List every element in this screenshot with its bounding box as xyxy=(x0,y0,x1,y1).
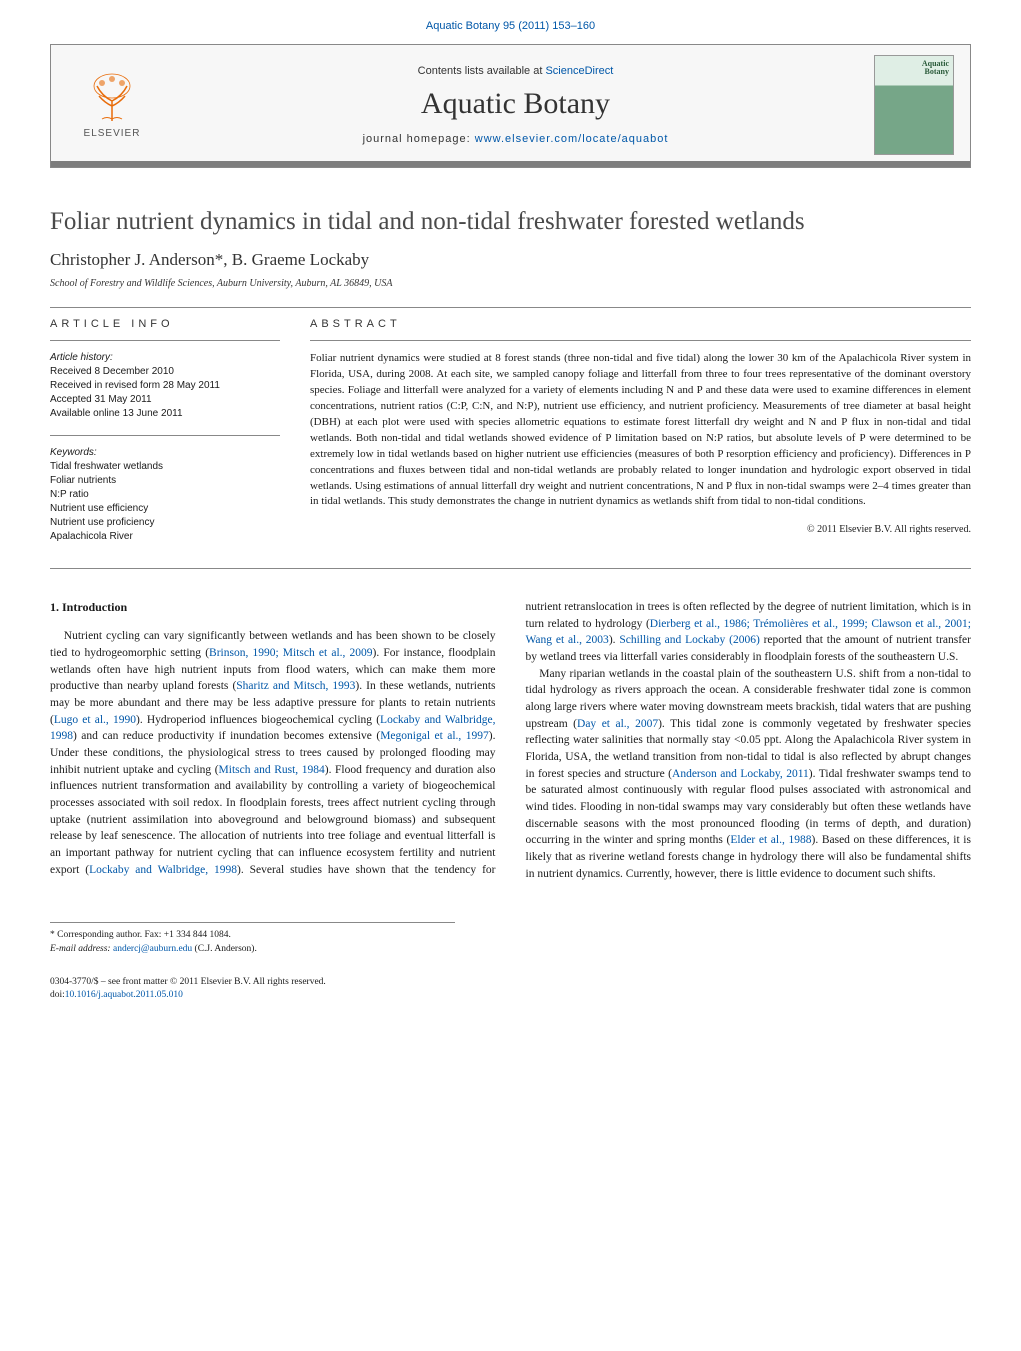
journal-homepage-link[interactable]: www.elsevier.com/locate/aquabot xyxy=(475,133,669,145)
header-bottom-rule xyxy=(51,161,970,167)
history-line: Accepted 31 May 2011 xyxy=(50,393,280,407)
contents-prefix: Contents lists available at xyxy=(418,65,546,77)
doi-link[interactable]: 10.1016/j.aquabot.2011.05.010 xyxy=(65,990,183,1000)
citation-link[interactable]: Day et al., 2007 xyxy=(577,718,658,730)
journal-name: Aquatic Botany xyxy=(157,87,874,121)
info-divider xyxy=(50,340,280,341)
citation-link[interactable]: Schilling and Lockaby (2006) xyxy=(619,634,759,646)
abstract-divider xyxy=(310,340,971,341)
affiliation: School of Forestry and Wildlife Sciences… xyxy=(50,278,971,289)
citation-link[interactable]: Sharitz and Mitsch, 1993 xyxy=(236,680,355,692)
elsevier-logo: ELSEVIER xyxy=(67,60,157,150)
divider-bottom xyxy=(50,568,971,569)
copyright-line: © 2011 Elsevier B.V. All rights reserved… xyxy=(310,524,971,535)
doi-prefix: doi: xyxy=(50,990,65,1000)
keyword: Tidal freshwater wetlands xyxy=(50,460,280,474)
abstract-label: abstract xyxy=(310,318,971,330)
citation-link[interactable]: Megonigal et al., 1997 xyxy=(380,730,489,742)
history-line: Received 8 December 2010 xyxy=(50,365,280,379)
keywords-heading: Keywords: xyxy=(50,446,280,460)
footer: 0304-3770/$ – see front matter © 2011 El… xyxy=(50,976,971,1003)
elsevier-text: ELSEVIER xyxy=(84,128,141,139)
cover-label-2: Botany xyxy=(925,68,949,76)
text-run: ). Hydroperiod influences biogeochemical… xyxy=(136,714,380,726)
citation-link[interactable]: Brinson, 1990; Mitsch et al., 2009 xyxy=(209,647,373,659)
body-columns: 1. Introduction Nutrient cycling can var… xyxy=(50,599,971,882)
article-info-label: article info xyxy=(50,318,280,330)
divider-top xyxy=(50,307,971,308)
meta-abstract-row: article info Article history: Received 8… xyxy=(50,318,971,558)
citation-link[interactable]: Mitsch and Rust, 1984 xyxy=(219,764,325,776)
email-label: E-mail address: xyxy=(50,944,113,954)
citation-link[interactable]: Lugo et al., 1990 xyxy=(54,714,136,726)
elsevier-tree-icon xyxy=(77,71,147,126)
keyword: Foliar nutrients xyxy=(50,474,280,488)
abstract-column: abstract Foliar nutrient dynamics were s… xyxy=(310,318,971,558)
citation-link[interactable]: Lockaby and Walbridge, 1998 xyxy=(89,864,237,876)
doi-line: doi:10.1016/j.aquabot.2011.05.010 xyxy=(50,989,971,1002)
email-link[interactable]: andercj@auburn.edu xyxy=(113,944,192,954)
email-suffix: (C.J. Anderson). xyxy=(192,944,257,954)
text-run: ) and can reduce productivity if inundat… xyxy=(73,730,380,742)
keyword: Nutrient use efficiency xyxy=(50,502,280,516)
history-line: Available online 13 June 2011 xyxy=(50,407,280,421)
history-line: Received in revised form 28 May 2011 xyxy=(50,379,280,393)
homepage-prefix: journal homepage: xyxy=(363,133,475,145)
authors: Christopher J. Anderson*, B. Graeme Lock… xyxy=(50,250,971,270)
journal-cover-thumbnail: Aquatic Botany xyxy=(874,55,954,155)
citation-link[interactable]: Elder et al., 1988 xyxy=(730,834,811,846)
keyword: N:P ratio xyxy=(50,488,280,502)
corresponding-author: * Corresponding author. Fax: +1 334 844 … xyxy=(50,929,455,942)
text-run: ). Flood frequency and duration also inf… xyxy=(50,764,496,876)
keyword: Apalachicola River xyxy=(50,530,280,544)
journal-header-bar: ELSEVIER Contents lists available at Sci… xyxy=(50,44,971,168)
sciencedirect-link[interactable]: ScienceDirect xyxy=(545,65,613,77)
text-run: ). xyxy=(609,634,620,646)
article-title: Foliar nutrient dynamics in tidal and no… xyxy=(50,208,971,236)
journal-homepage-line: journal homepage: www.elsevier.com/locat… xyxy=(157,133,874,145)
abstract-text: Foliar nutrient dynamics were studied at… xyxy=(310,351,971,510)
keywords-divider xyxy=(50,435,280,436)
history-heading: Article history: xyxy=(50,351,280,365)
intro-paragraph-2: Many riparian wetlands in the coastal pl… xyxy=(526,666,972,883)
citation-link[interactable]: Anderson and Lockaby, 2011 xyxy=(672,768,809,780)
email-line: E-mail address: andercj@auburn.edu (C.J.… xyxy=(50,943,455,956)
footnotes: * Corresponding author. Fax: +1 334 844 … xyxy=(50,922,455,956)
article-history-block: Article history: Received 8 December 201… xyxy=(50,351,280,421)
journal-reference: Aquatic Botany 95 (2011) 153–160 xyxy=(50,20,971,32)
issn-line: 0304-3770/$ – see front matter © 2011 El… xyxy=(50,976,971,989)
intro-heading: 1. Introduction xyxy=(50,599,496,616)
keyword: Nutrient use proficiency xyxy=(50,516,280,530)
article-info-column: article info Article history: Received 8… xyxy=(50,318,280,558)
contents-available-line: Contents lists available at ScienceDirec… xyxy=(157,65,874,77)
keywords-block: Keywords: Tidal freshwater wetlands Foli… xyxy=(50,446,280,544)
